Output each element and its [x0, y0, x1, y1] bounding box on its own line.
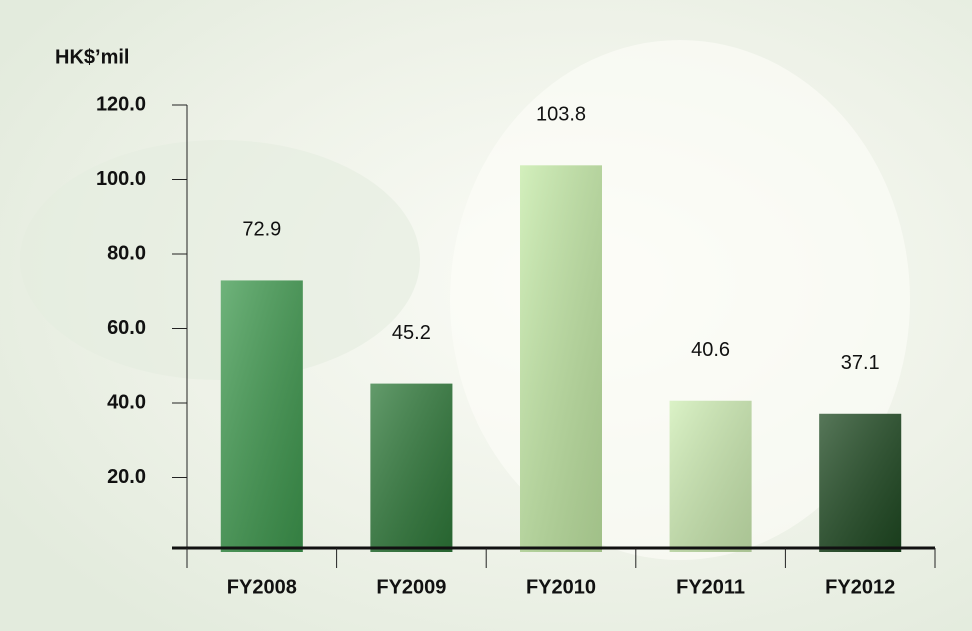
- y-axis-label: HK$’mil: [55, 46, 129, 68]
- y-tick-label: 60.0: [107, 317, 146, 339]
- x-tick-label: FY2012: [825, 576, 895, 598]
- y-tick-label: 100.0: [96, 168, 146, 190]
- value-label: 37.1: [841, 352, 880, 374]
- x-tick-label: FY2008: [227, 576, 297, 598]
- y-tick-label: 120.0: [96, 93, 146, 115]
- bar-shade: [819, 413, 902, 552]
- x-tick-label: FY2009: [376, 576, 446, 598]
- y-tick-label: 20.0: [107, 466, 146, 488]
- value-label: 45.2: [392, 322, 431, 344]
- bar-shade: [220, 280, 303, 552]
- x-tick-label: FY2011: [676, 576, 745, 598]
- value-label: 72.9: [242, 219, 281, 241]
- background-shape: [20, 140, 420, 380]
- y-tick-label: 80.0: [107, 242, 146, 264]
- bar-shade: [669, 400, 752, 552]
- bar-shade: [520, 165, 602, 552]
- value-label: 103.8: [536, 104, 586, 126]
- x-tick-label: FY2010: [526, 576, 596, 598]
- y-tick-label: 40.0: [107, 391, 146, 413]
- value-label: 40.6: [691, 339, 730, 361]
- bar-shade: [370, 383, 453, 552]
